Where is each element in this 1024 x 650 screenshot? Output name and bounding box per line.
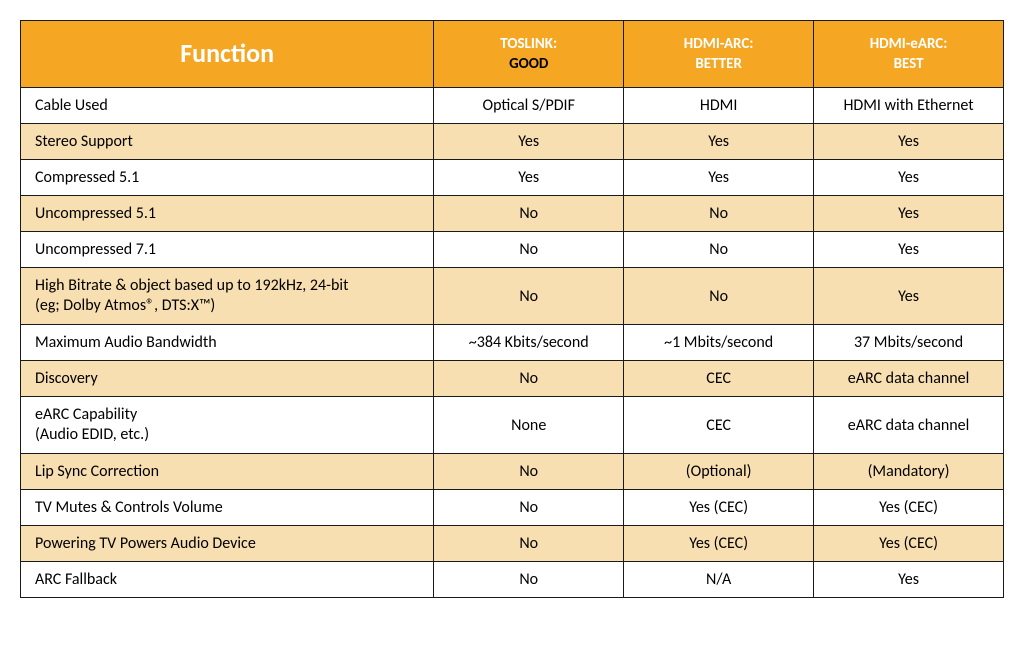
cell-col1: ~384 Kbits/second bbox=[434, 325, 624, 361]
cell-col1: Yes bbox=[434, 160, 624, 196]
comparison-table-wrap: Function TOSLINK: GOOD HDMI-ARC: BETTER … bbox=[20, 20, 1004, 598]
table-row: Uncompressed 7.1NoNoYes bbox=[21, 232, 1004, 268]
header-toslink: TOSLINK: GOOD bbox=[434, 21, 624, 88]
header-row: Function TOSLINK: GOOD HDMI-ARC: BETTER … bbox=[21, 21, 1004, 88]
cell-col3: HDMI with Ethernet bbox=[814, 88, 1004, 124]
cell-col1: No bbox=[434, 454, 624, 490]
cell-col3: Yes bbox=[814, 160, 1004, 196]
header-hdmi-arc: HDMI-ARC: BETTER bbox=[624, 21, 814, 88]
cell-col3: 37 Mbits/second bbox=[814, 325, 1004, 361]
cell-col2: (Optional) bbox=[624, 454, 814, 490]
cell-col2: Yes bbox=[624, 124, 814, 160]
cell-col1: No bbox=[434, 361, 624, 397]
cell-col1: No bbox=[434, 232, 624, 268]
row-label: eARC Capability(Audio EDID, etc.) bbox=[21, 397, 434, 454]
table-row: Compressed 5.1YesYesYes bbox=[21, 160, 1004, 196]
row-label: Discovery bbox=[21, 361, 434, 397]
header-function: Function bbox=[21, 21, 434, 88]
row-label: High Bitrate & object based up to 192kHz… bbox=[21, 268, 434, 325]
cell-col2: No bbox=[624, 268, 814, 325]
row-label: Uncompressed 5.1 bbox=[21, 196, 434, 232]
row-label: Lip Sync Correction bbox=[21, 454, 434, 490]
cell-col3: Yes bbox=[814, 124, 1004, 160]
cell-col3: Yes bbox=[814, 268, 1004, 325]
cell-col1: No bbox=[434, 490, 624, 526]
cell-col3: Yes bbox=[814, 196, 1004, 232]
cell-col1: No bbox=[434, 196, 624, 232]
cell-col2: ~1 Mbits/second bbox=[624, 325, 814, 361]
cell-col2: Yes bbox=[624, 160, 814, 196]
table-row: Powering TV Powers Audio DeviceNoYes (CE… bbox=[21, 526, 1004, 562]
cell-col1: No bbox=[434, 526, 624, 562]
cell-col2: HDMI bbox=[624, 88, 814, 124]
cell-col2: CEC bbox=[624, 397, 814, 454]
row-label: Compressed 5.1 bbox=[21, 160, 434, 196]
cell-col2: Yes (CEC) bbox=[624, 526, 814, 562]
cell-col1: Yes bbox=[434, 124, 624, 160]
table-row: Stereo SupportYesYesYes bbox=[21, 124, 1004, 160]
table-row: eARC Capability(Audio EDID, etc.)NoneCEC… bbox=[21, 397, 1004, 454]
table-row: DiscoveryNoCECeARC data channel bbox=[21, 361, 1004, 397]
cell-col1: None bbox=[434, 397, 624, 454]
row-label: TV Mutes & Controls Volume bbox=[21, 490, 434, 526]
cell-col3: eARC data channel bbox=[814, 397, 1004, 454]
table-row: Lip Sync CorrectionNo(Optional)(Mandator… bbox=[21, 454, 1004, 490]
cell-col3: Yes (CEC) bbox=[814, 526, 1004, 562]
table-row: TV Mutes & Controls VolumeNoYes (CEC)Yes… bbox=[21, 490, 1004, 526]
comparison-table: Function TOSLINK: GOOD HDMI-ARC: BETTER … bbox=[20, 20, 1004, 598]
row-label: Maximum Audio Bandwidth bbox=[21, 325, 434, 361]
cell-col1: No bbox=[434, 268, 624, 325]
cell-col3: eARC data channel bbox=[814, 361, 1004, 397]
row-label: Powering TV Powers Audio Device bbox=[21, 526, 434, 562]
table-row: High Bitrate & object based up to 192kHz… bbox=[21, 268, 1004, 325]
table-row: Uncompressed 5.1NoNoYes bbox=[21, 196, 1004, 232]
row-label: ARC Fallback bbox=[21, 562, 434, 598]
cell-col1: No bbox=[434, 562, 624, 598]
table-row: Maximum Audio Bandwidth~384 Kbits/second… bbox=[21, 325, 1004, 361]
cell-col2: CEC bbox=[624, 361, 814, 397]
cell-col3: Yes bbox=[814, 562, 1004, 598]
row-label: Cable Used bbox=[21, 88, 434, 124]
header-hdmi-earc: HDMI-eARC: BEST bbox=[814, 21, 1004, 88]
cell-col3: (Mandatory) bbox=[814, 454, 1004, 490]
row-label: Stereo Support bbox=[21, 124, 434, 160]
cell-col1: Optical S/PDIF bbox=[434, 88, 624, 124]
cell-col2: Yes (CEC) bbox=[624, 490, 814, 526]
table-row: Cable UsedOptical S/PDIFHDMIHDMI with Et… bbox=[21, 88, 1004, 124]
row-label: Uncompressed 7.1 bbox=[21, 232, 434, 268]
cell-col2: No bbox=[624, 232, 814, 268]
table-row: ARC FallbackNoN/AYes bbox=[21, 562, 1004, 598]
cell-col3: Yes (CEC) bbox=[814, 490, 1004, 526]
cell-col3: Yes bbox=[814, 232, 1004, 268]
cell-col2: No bbox=[624, 196, 814, 232]
cell-col2: N/A bbox=[624, 562, 814, 598]
